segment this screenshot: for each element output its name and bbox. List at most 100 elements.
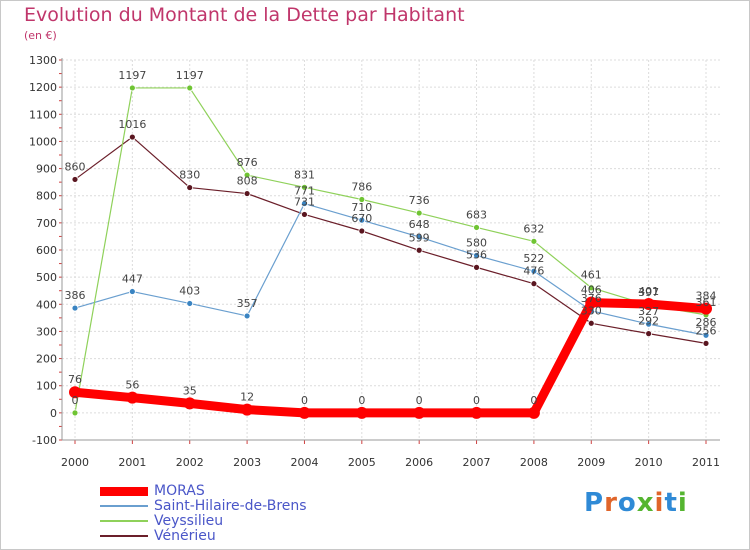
data-label-saint-hilaire-de-brens: 710	[351, 201, 372, 214]
data-point-veyssilieu	[415, 209, 423, 217]
data-label-veyssilieu: 736	[409, 194, 430, 207]
data-point-saint-hilaire-de-brens	[358, 216, 366, 224]
data-point-saint-hilaire-de-brens	[415, 233, 423, 241]
data-label-moras: 401	[638, 285, 659, 298]
data-point-saint-hilaire-de-brens	[71, 304, 79, 312]
legend-swatch-venerieu	[100, 535, 148, 537]
data-label-moras: 76	[68, 373, 82, 386]
data-label-venerieu: 670	[351, 212, 372, 225]
y-tick-label: 800	[36, 190, 57, 203]
data-point-veyssilieu	[473, 224, 480, 231]
data-label-venerieu: 256	[696, 324, 717, 337]
y-tick-label: 0	[50, 407, 57, 420]
data-label-moras: 12	[240, 391, 254, 404]
legend-swatch-moras	[100, 487, 148, 496]
x-tick-label: 2007	[463, 456, 491, 469]
legend-item-veyssilieu: Veyssilieu	[100, 513, 360, 529]
data-point-venerieu	[301, 211, 308, 218]
data-point-moras	[355, 406, 368, 419]
x-tick-label: 2004	[290, 456, 318, 469]
y-tick-label: 200	[36, 353, 57, 366]
legend-label-venerieu: Vénérieu	[154, 528, 216, 544]
data-point-moras	[69, 386, 81, 399]
data-point-moras	[470, 406, 483, 419]
series-line-moras	[70, 298, 711, 418]
data-point-venerieu	[186, 184, 194, 191]
data-point-venerieu	[645, 330, 653, 338]
data-point-veyssilieu	[243, 171, 251, 179]
data-point-venerieu	[473, 263, 480, 271]
data-label-veyssilieu: 876	[237, 156, 258, 169]
data-point-venerieu	[71, 176, 79, 183]
data-label-moras: 406	[581, 284, 602, 297]
data-label-venerieu: 860	[65, 160, 86, 173]
data-label-saint-hilaire-de-brens: 447	[122, 273, 143, 286]
data-point-saint-hilaire-de-brens	[702, 331, 710, 339]
legend-swatch-saint-hilaire-de-brens	[100, 505, 148, 507]
logo-letter: i	[654, 488, 665, 518]
legend-item-saint-hilaire-de-brens: Saint-Hilaire-de-Brens	[100, 498, 360, 514]
x-tick-label: 2010	[635, 456, 663, 469]
data-point-veyssilieu	[128, 84, 136, 92]
data-point-veyssilieu	[301, 183, 308, 191]
data-label-veyssilieu: 831	[294, 168, 315, 181]
data-label-moras: 35	[183, 384, 197, 397]
data-point-saint-hilaire-de-brens	[128, 288, 136, 295]
data-point-moras	[241, 403, 254, 416]
data-label-veyssilieu: 683	[466, 208, 487, 221]
x-tick-label: 2006	[405, 456, 433, 469]
data-point-moras	[298, 406, 311, 419]
data-label-veyssilieu: 361	[696, 296, 717, 309]
logo-letter: P	[584, 488, 605, 518]
data-point-venerieu	[587, 319, 595, 327]
y-tick-label: 100	[36, 380, 57, 393]
y-tick-label: 300	[36, 325, 57, 338]
data-point-moras	[413, 406, 426, 419]
series-line-saint-hilaire-de-brens	[74, 202, 707, 336]
legend-item-venerieu: Vénérieu	[100, 528, 360, 544]
y-tick-label: 600	[36, 244, 57, 257]
data-label-veyssilieu: 397	[638, 286, 659, 299]
data-label-moras: 0	[301, 394, 308, 407]
data-label-moras: 0	[473, 394, 480, 407]
x-tick-label: 2001	[118, 456, 146, 469]
data-point-venerieu	[358, 227, 366, 235]
y-tick-label: 1100	[29, 108, 57, 121]
data-point-saint-hilaire-de-brens	[530, 267, 538, 275]
data-point-venerieu	[415, 246, 423, 254]
series-line-veyssilieu	[74, 87, 707, 414]
data-label-moras: 56	[125, 379, 139, 392]
y-tick-label: 400	[36, 298, 57, 311]
legend-label-saint-hilaire-de-brens: Saint-Hilaire-de-Brens	[154, 498, 307, 514]
data-label-veyssilieu: 632	[523, 222, 544, 235]
legend: MORAS Saint-Hilaire-de-Brens Veyssilieu …	[100, 483, 360, 544]
x-tick-label: 2008	[520, 456, 548, 469]
chart-subtitle: (en €)	[24, 29, 57, 42]
data-label-venerieu: 536	[466, 248, 487, 261]
data-label-venerieu: 830	[179, 169, 200, 182]
data-label-venerieu: 731	[294, 195, 315, 208]
legend-label-moras: MORAS	[154, 483, 205, 499]
data-point-venerieu	[128, 133, 136, 141]
data-point-saint-hilaire-de-brens	[301, 200, 308, 207]
data-point-saint-hilaire-de-brens	[186, 300, 194, 307]
data-label-venerieu: 808	[237, 175, 258, 188]
y-tick-label: 1000	[29, 135, 57, 148]
data-label-moras: 0	[416, 394, 423, 407]
y-tick-label: -100	[32, 434, 57, 447]
data-point-saint-hilaire-de-brens	[243, 312, 251, 320]
data-label-venerieu: 1016	[118, 118, 146, 131]
logo-letter: t	[664, 488, 678, 518]
data-label-saint-hilaire-de-brens: 386	[65, 289, 86, 302]
data-label-saint-hilaire-de-brens: 403	[179, 284, 200, 297]
legend-swatch-veyssilieu	[100, 520, 148, 522]
data-point-venerieu	[702, 339, 710, 347]
y-tick-label: 900	[36, 163, 57, 176]
data-label-saint-hilaire-de-brens: 522	[523, 252, 544, 265]
data-label-saint-hilaire-de-brens: 357	[237, 297, 258, 310]
logo-letter: o	[617, 488, 637, 518]
data-point-saint-hilaire-de-brens	[473, 252, 480, 259]
logo-letter: x	[636, 488, 655, 518]
data-point-veyssilieu	[358, 196, 366, 203]
